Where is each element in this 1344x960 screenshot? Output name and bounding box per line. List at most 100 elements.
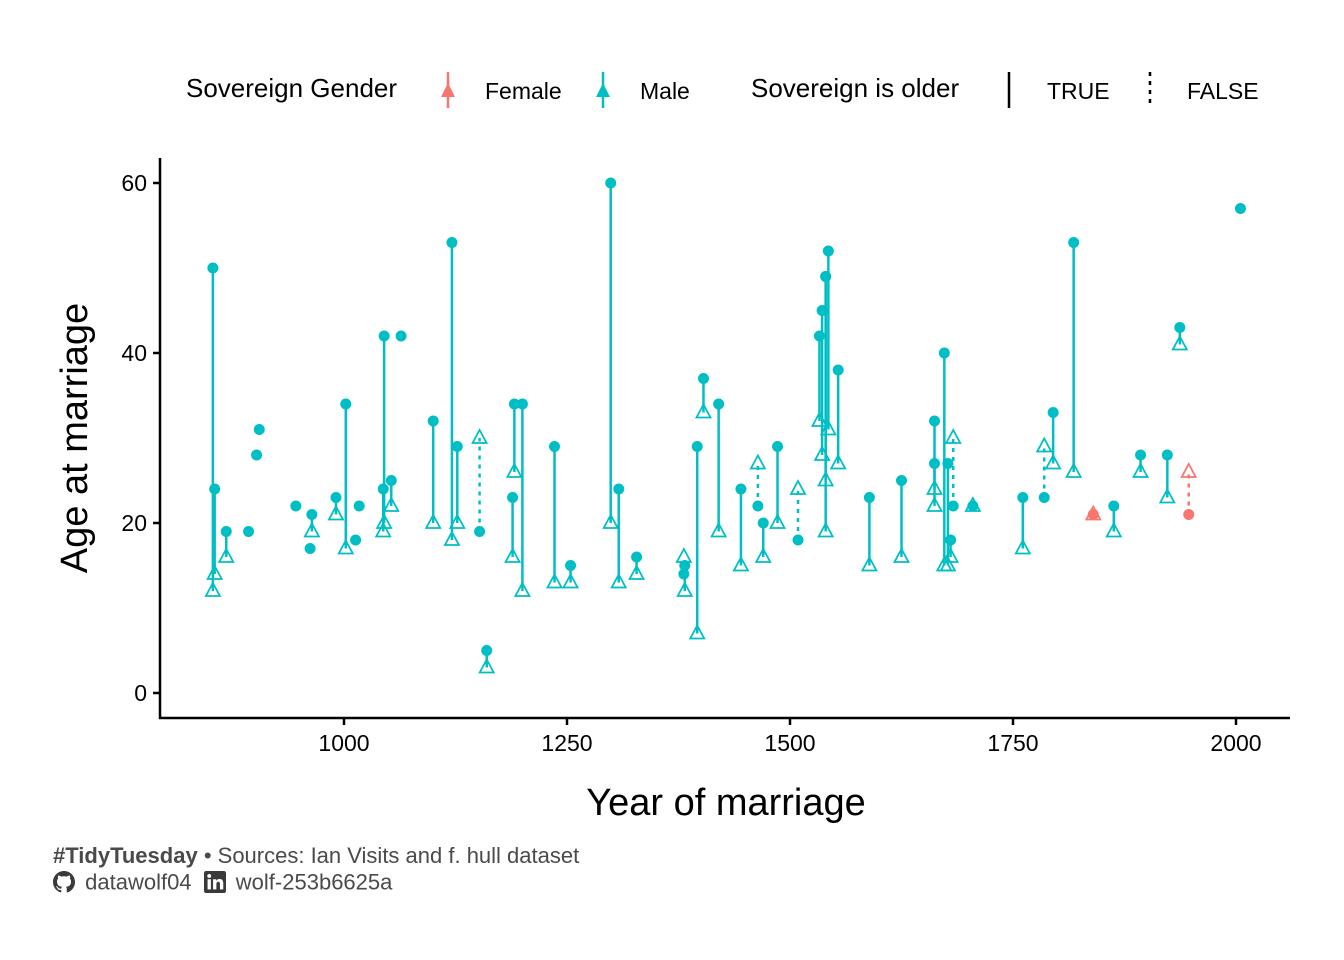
consort-age-point bbox=[1158, 487, 1176, 504]
legend-gender-title: Sovereign Gender bbox=[186, 73, 397, 103]
caption-hashtag: #TidyTuesday bbox=[53, 843, 198, 868]
marriage-pair bbox=[290, 500, 302, 512]
sovereign-age-point bbox=[549, 441, 561, 452]
consort-age-point bbox=[769, 513, 787, 529]
marriage-pair bbox=[944, 428, 962, 512]
consort-age-point bbox=[817, 521, 835, 538]
marriage-pair bbox=[382, 475, 400, 512]
consort-age-point bbox=[513, 581, 531, 597]
sovereign-age-point bbox=[832, 364, 844, 376]
consort-age-point bbox=[327, 504, 345, 521]
sovereign-age-point bbox=[863, 492, 875, 503]
sovereign-age-point bbox=[757, 517, 769, 529]
github-handle: datawolf04 bbox=[85, 869, 192, 895]
marriage-pair bbox=[939, 458, 957, 572]
sovereign-age-point bbox=[330, 492, 342, 503]
marriage-pair bbox=[1044, 407, 1062, 470]
sovereign-age-point bbox=[353, 500, 365, 512]
consort-age-point bbox=[1132, 462, 1150, 478]
marriage-pair bbox=[710, 398, 728, 538]
marriage-pair bbox=[769, 441, 787, 529]
consort-age-point bbox=[749, 453, 767, 470]
consort-age-point bbox=[478, 657, 496, 674]
marriage-pair bbox=[353, 500, 365, 512]
sovereign-age-point bbox=[697, 373, 709, 384]
sovereign-age-point bbox=[691, 441, 703, 452]
sovereign-age-point bbox=[243, 526, 255, 537]
y-tick-label: 60 bbox=[121, 170, 147, 196]
marriage-pair bbox=[829, 364, 847, 470]
consort-age-point bbox=[374, 521, 392, 538]
sovereign-age-point bbox=[967, 500, 979, 512]
legend-false-label: FALSE bbox=[1187, 78, 1259, 104]
sovereign-age-point bbox=[474, 526, 486, 537]
consort-age-point bbox=[925, 496, 944, 512]
sovereign-age-point bbox=[507, 492, 519, 503]
marriage-pair bbox=[810, 330, 828, 427]
sovereign-age-point bbox=[207, 262, 219, 274]
consort-age-point bbox=[860, 555, 878, 572]
sovereign-age-point bbox=[516, 398, 528, 410]
marriage-pair bbox=[327, 492, 345, 521]
sovereign-age-point bbox=[1174, 322, 1186, 333]
sovereign-age-point bbox=[605, 177, 617, 189]
sovereign-age-point bbox=[792, 534, 804, 546]
marriage-pair bbox=[204, 262, 222, 597]
marriage-pair bbox=[350, 534, 362, 546]
consort-age-point bbox=[829, 453, 847, 470]
marriage-pair bbox=[1234, 203, 1246, 214]
sovereign-age-point bbox=[938, 347, 950, 359]
consort-age-point bbox=[944, 428, 962, 444]
marriage-pair bbox=[1132, 449, 1150, 478]
consort-age-point bbox=[504, 547, 522, 563]
sovereign-age-point bbox=[1017, 492, 1029, 503]
sovereign-age-point bbox=[929, 458, 941, 469]
legend-female-label: Female bbox=[485, 78, 562, 104]
y-ticks: 0 20 40 60 bbox=[121, 170, 160, 706]
consort-age-point bbox=[688, 623, 706, 640]
marriage-pair bbox=[337, 398, 355, 555]
marriage-pair bbox=[304, 543, 316, 554]
caption: #TidyTuesday • Sources: Ian Visits and f… bbox=[53, 843, 579, 895]
marriage-pair bbox=[471, 428, 489, 537]
consort-age-point bbox=[382, 496, 400, 512]
consort-age-point bbox=[710, 521, 728, 538]
sovereign-age-point bbox=[1047, 407, 1059, 418]
marriage-pair bbox=[964, 496, 982, 512]
sovereign-age-point bbox=[1087, 509, 1099, 520]
sovereign-age-point bbox=[942, 458, 954, 469]
x-ticks: 1000 1250 1500 1750 2000 bbox=[318, 718, 1262, 756]
consort-age-point bbox=[448, 513, 466, 529]
consort-age-point bbox=[675, 547, 693, 563]
marriage-pair bbox=[860, 492, 878, 572]
caption-sources: Sources: Ian Visits and f. hull dataset bbox=[217, 843, 580, 868]
consort-age-point bbox=[1180, 462, 1198, 478]
consort-age-point bbox=[754, 547, 772, 563]
consort-age-point bbox=[562, 572, 580, 589]
marriage-pair bbox=[505, 398, 523, 478]
consort-age-point bbox=[732, 555, 750, 572]
marriage-pair bbox=[732, 483, 750, 572]
sovereign-age-point bbox=[735, 483, 747, 495]
marriage-pair bbox=[513, 398, 531, 597]
marriage-pair bbox=[562, 560, 580, 589]
sovereign-age-point bbox=[395, 330, 407, 342]
consort-age-point bbox=[1014, 538, 1032, 555]
sovereign-age-point bbox=[1135, 449, 1147, 461]
marriage-pair bbox=[243, 526, 255, 537]
consort-age-point bbox=[1171, 334, 1189, 351]
consort-age-point bbox=[217, 547, 235, 563]
sovereign-age-point bbox=[209, 483, 221, 495]
consort-age-point bbox=[942, 547, 960, 563]
marriage-pair bbox=[253, 424, 265, 435]
sovereign-age-point bbox=[290, 500, 302, 512]
sovereign-age-point bbox=[631, 551, 643, 563]
consort-age-point bbox=[303, 521, 321, 538]
x-tick-label: 1500 bbox=[764, 730, 815, 756]
caption-sources-line: #TidyTuesday • Sources: Ian Visits and f… bbox=[53, 843, 579, 868]
marriage-pair bbox=[1171, 322, 1189, 351]
consort-age-point bbox=[789, 479, 807, 495]
sovereign-age-point bbox=[253, 424, 265, 435]
